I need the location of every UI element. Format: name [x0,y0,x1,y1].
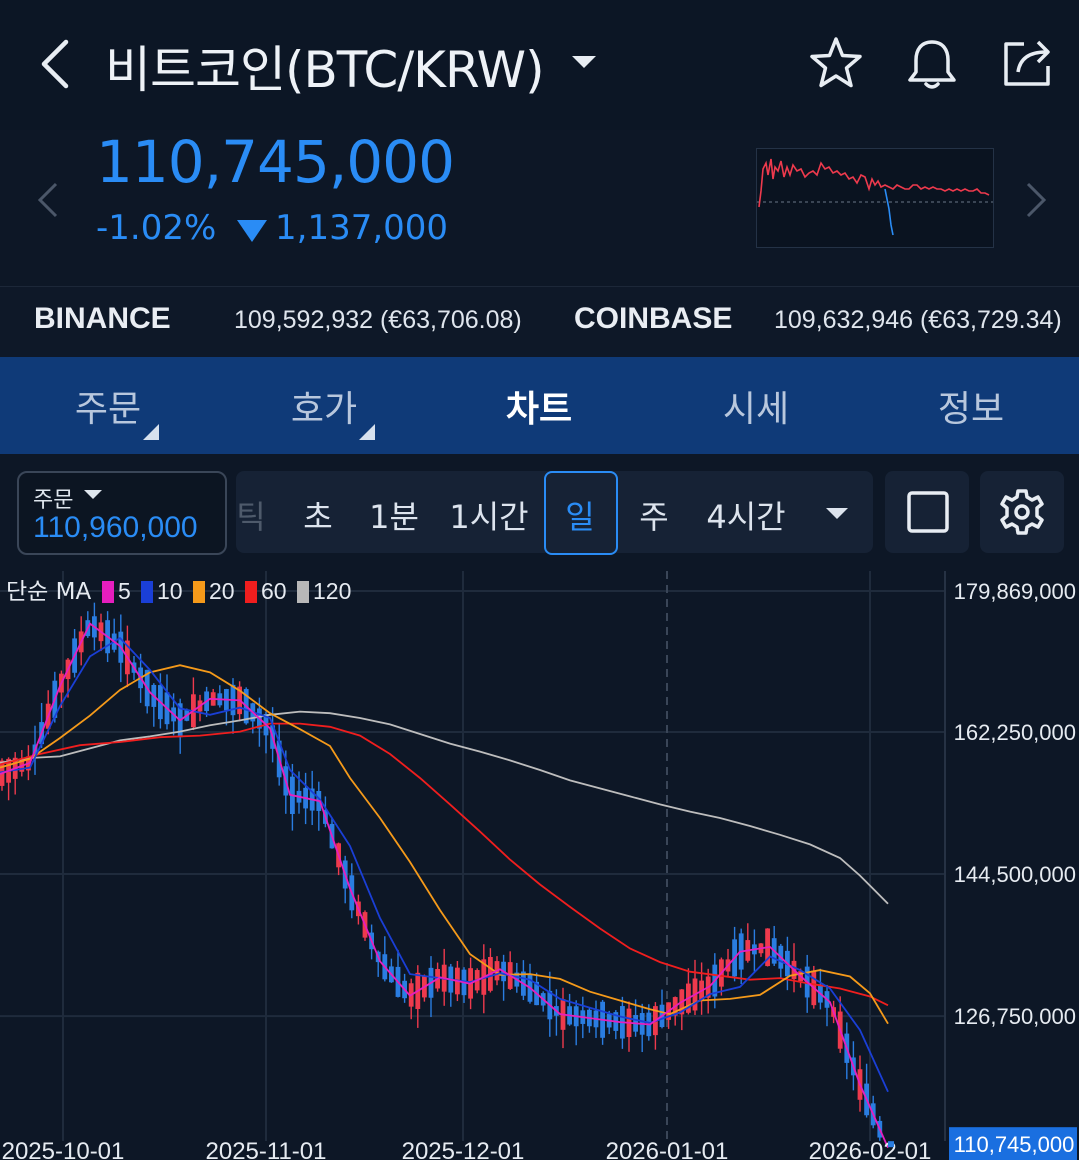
ma-line-10 [0,636,889,1093]
current-price: 110,745,000 [96,128,455,196]
tab-bar [0,357,1079,454]
legend-swatch [141,581,153,603]
interval-tick[interactable]: 틱 [236,498,266,536]
interval-selector [236,471,873,553]
coin-selector-caret-icon[interactable] [572,56,596,68]
interval-1min[interactable]: 1분 [369,498,419,536]
legend-label: 120 [313,578,351,604]
change-amount: 1,137,000 [275,208,449,248]
chart-settings-button[interactable] [980,471,1064,553]
price-chart[interactable]: 179,869,000 162,250,000 144,500,000 126,750… [0,571,1079,1160]
x-tick-label: 2025-10-01 [2,1138,125,1160]
ma-line-60 [0,722,889,1007]
x-tick-label: 2026-02-01 [809,1138,932,1160]
tab-orderbook[interactable]: 호가 [290,389,358,430]
exchange-name-coinbase: COINBASE [574,302,733,335]
mini-price-chart [756,148,994,248]
chart-grid [0,571,946,1141]
top-bar [0,0,1079,130]
legend-swatch [297,581,309,603]
ma-line-120 [0,710,889,905]
interval-1hour[interactable]: 1시간 [449,498,529,536]
ma-legend: 단순 MA 5 10 20 60 120 [6,578,351,605]
tab-order[interactable]: 주문 [74,389,142,430]
y-tick-label: 162,250,000 [954,720,1076,745]
y-tick-label: 179,869,000 [954,579,1076,604]
x-tick-label: 2025-12-01 [402,1138,525,1160]
y-tick-label: 144,500,000 [954,862,1076,887]
last-price-label: 110,745,000 [954,1132,1075,1157]
last-price-dot [888,1141,894,1148]
interval-4hour[interactable]: 4시간 [706,498,786,536]
legend-swatch [245,581,257,603]
order-selector-label: 주문 [33,488,74,513]
down-triangle-icon [237,220,267,242]
tab-orderbook-dropdown-icon [359,424,375,440]
chart-layout-button[interactable] [885,471,969,553]
ma-line-20 [0,664,889,1025]
star-icon[interactable] [806,34,866,94]
interval-second[interactable]: 초 [303,498,333,536]
legend-label: 60 [261,578,287,604]
order-price-value: 110,960,000 [33,511,198,544]
tab-info[interactable]: 정보 [937,389,1005,430]
x-tick-label: 2025-11-01 [206,1138,327,1160]
share-icon[interactable] [998,34,1058,94]
interval-active-highlight [544,471,618,555]
prev-coin-arrow-icon[interactable] [36,180,60,220]
interval-week[interactable]: 주 [639,498,669,536]
last-price-box [949,1127,1077,1160]
legend-label: 10 [157,578,183,604]
interval-day[interactable]: 일 [565,498,595,536]
y-axis: 179,869,000 162,250,000 144,500,000 126,750… [954,579,1076,1029]
legend-title: 단순 MA [6,579,91,605]
moving-average-lines [0,622,889,1149]
exchange-name-binance: BINANCE [34,302,171,335]
exchange-prices-row [0,286,1079,357]
square-icon [907,491,949,533]
tab-quotes[interactable]: 시세 [722,389,790,430]
legend-label: 20 [209,578,235,604]
change-percent: -1.02% [96,208,217,248]
next-coin-arrow-icon[interactable] [1024,180,1048,220]
tab-chart[interactable]: 차트 [505,389,573,430]
tab-order-dropdown-icon [143,424,159,440]
exchange-price-binance: 109,592,932 (€63,706.08) [234,306,522,334]
last-price-marker: 110,745,000 [888,1127,1077,1160]
order-price-selector[interactable] [17,471,227,555]
bell-icon[interactable] [902,34,962,94]
interval-more-caret-icon[interactable] [826,508,848,519]
ma-line-5 [0,622,889,1149]
gear-icon [1000,489,1044,535]
legend-swatch [102,581,114,603]
page-title[interactable]: 비트코인(BTC/KRW) [105,41,545,99]
back-arrow-icon[interactable] [36,36,76,92]
legend-swatch [193,581,205,603]
order-selector-caret-icon [84,490,102,499]
exchange-price-coinbase: 109,632,946 (€63,729.34) [774,306,1062,334]
x-tick-label: 2026-01-01 [606,1138,729,1160]
x-axis: 2025-10-01 2025-11-01 2025-12-01 2026-01-01… [2,1138,1024,1160]
y-tick-label: 126,750,000 [954,1004,1076,1029]
legend-label: 5 [118,578,131,604]
